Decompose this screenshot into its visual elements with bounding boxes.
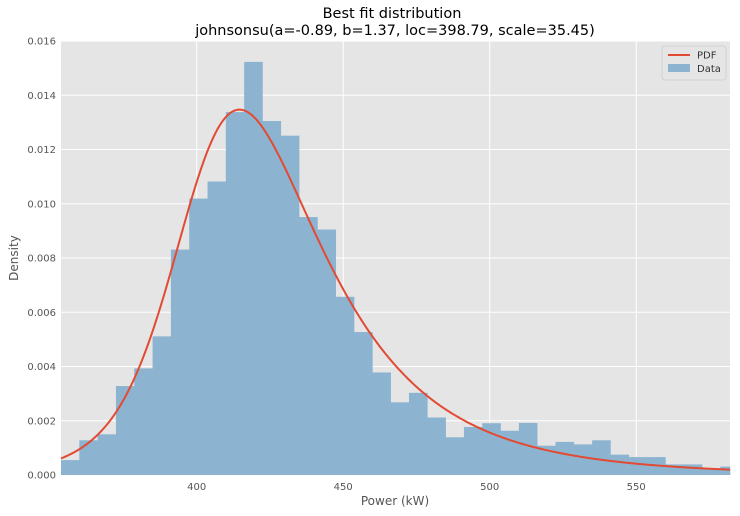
histogram-bar (518, 422, 538, 475)
legend: PDF Data (661, 45, 727, 81)
legend-data-label: Data (697, 64, 721, 75)
y-tick-label: 0.002 (27, 416, 56, 427)
y-tick-label: 0.008 (27, 254, 56, 265)
histogram-bar (317, 229, 337, 475)
histogram-bar (170, 249, 190, 475)
y-axis-label: Density (7, 235, 21, 281)
pdf-line (60, 108, 731, 471)
histogram-bar (354, 332, 373, 475)
legend-data-swatch (668, 64, 690, 72)
x-tick-label: 500 (480, 482, 499, 493)
histogram-bar (555, 441, 575, 475)
chart-subtitle: johnsonsu(a=-0.89, b=1.37, loc=398.79, s… (194, 23, 595, 39)
histogram-bar (61, 460, 80, 475)
histogram-bar (702, 468, 721, 475)
histogram-bar (79, 440, 98, 475)
x-axis-label: Power (kW) (361, 494, 429, 508)
chart-title: Best fit distribution (323, 6, 462, 22)
y-axis-ticks: 0.000 0.002 0.004 0.006 0.008 0.010 0.012 0.014… (27, 37, 56, 482)
histogram-bar (335, 296, 355, 475)
y-tick-label: 0.004 (27, 362, 56, 373)
histogram-bar (720, 466, 731, 475)
histogram-bar (427, 417, 446, 475)
histogram-bar (207, 181, 227, 475)
histogram-bar (97, 434, 117, 475)
x-tick-label: 450 (334, 482, 353, 493)
y-tick-label: 0.000 (27, 471, 56, 482)
histogram-bar (225, 112, 245, 475)
histogram-bars (61, 61, 731, 476)
y-tick-label: 0.012 (27, 145, 56, 156)
histogram-bar (244, 61, 263, 475)
histogram-bar (262, 121, 282, 476)
histogram-bar (463, 426, 483, 475)
histogram-bar (592, 440, 611, 475)
x-axis-ticks: 400 450 500 550 (187, 482, 646, 493)
legend-pdf-label: PDF (697, 51, 717, 62)
x-tick-label: 400 (187, 482, 206, 493)
histogram-bar (537, 445, 556, 475)
histogram-bar (573, 444, 593, 475)
y-tick-label: 0.014 (27, 91, 56, 102)
histogram-bar (189, 198, 208, 475)
x-tick-label: 550 (627, 482, 646, 493)
histogram-bar (280, 135, 300, 475)
histogram-bar (299, 217, 318, 475)
y-tick-label: 0.016 (27, 37, 56, 48)
histogram-bar (372, 372, 391, 475)
histogram-bar (445, 437, 465, 475)
histogram-bar (610, 454, 630, 475)
histogram-bar (115, 386, 135, 475)
histogram-bar (134, 368, 153, 475)
histogram-bar (628, 457, 648, 475)
histogram-bar (152, 336, 172, 475)
histogram-bar (665, 464, 685, 475)
y-tick-label: 0.006 (27, 308, 56, 319)
histogram-bar (683, 464, 703, 475)
histogram-bar (408, 392, 428, 475)
y-tick-label: 0.010 (27, 199, 56, 210)
histogram-bar (390, 402, 410, 475)
